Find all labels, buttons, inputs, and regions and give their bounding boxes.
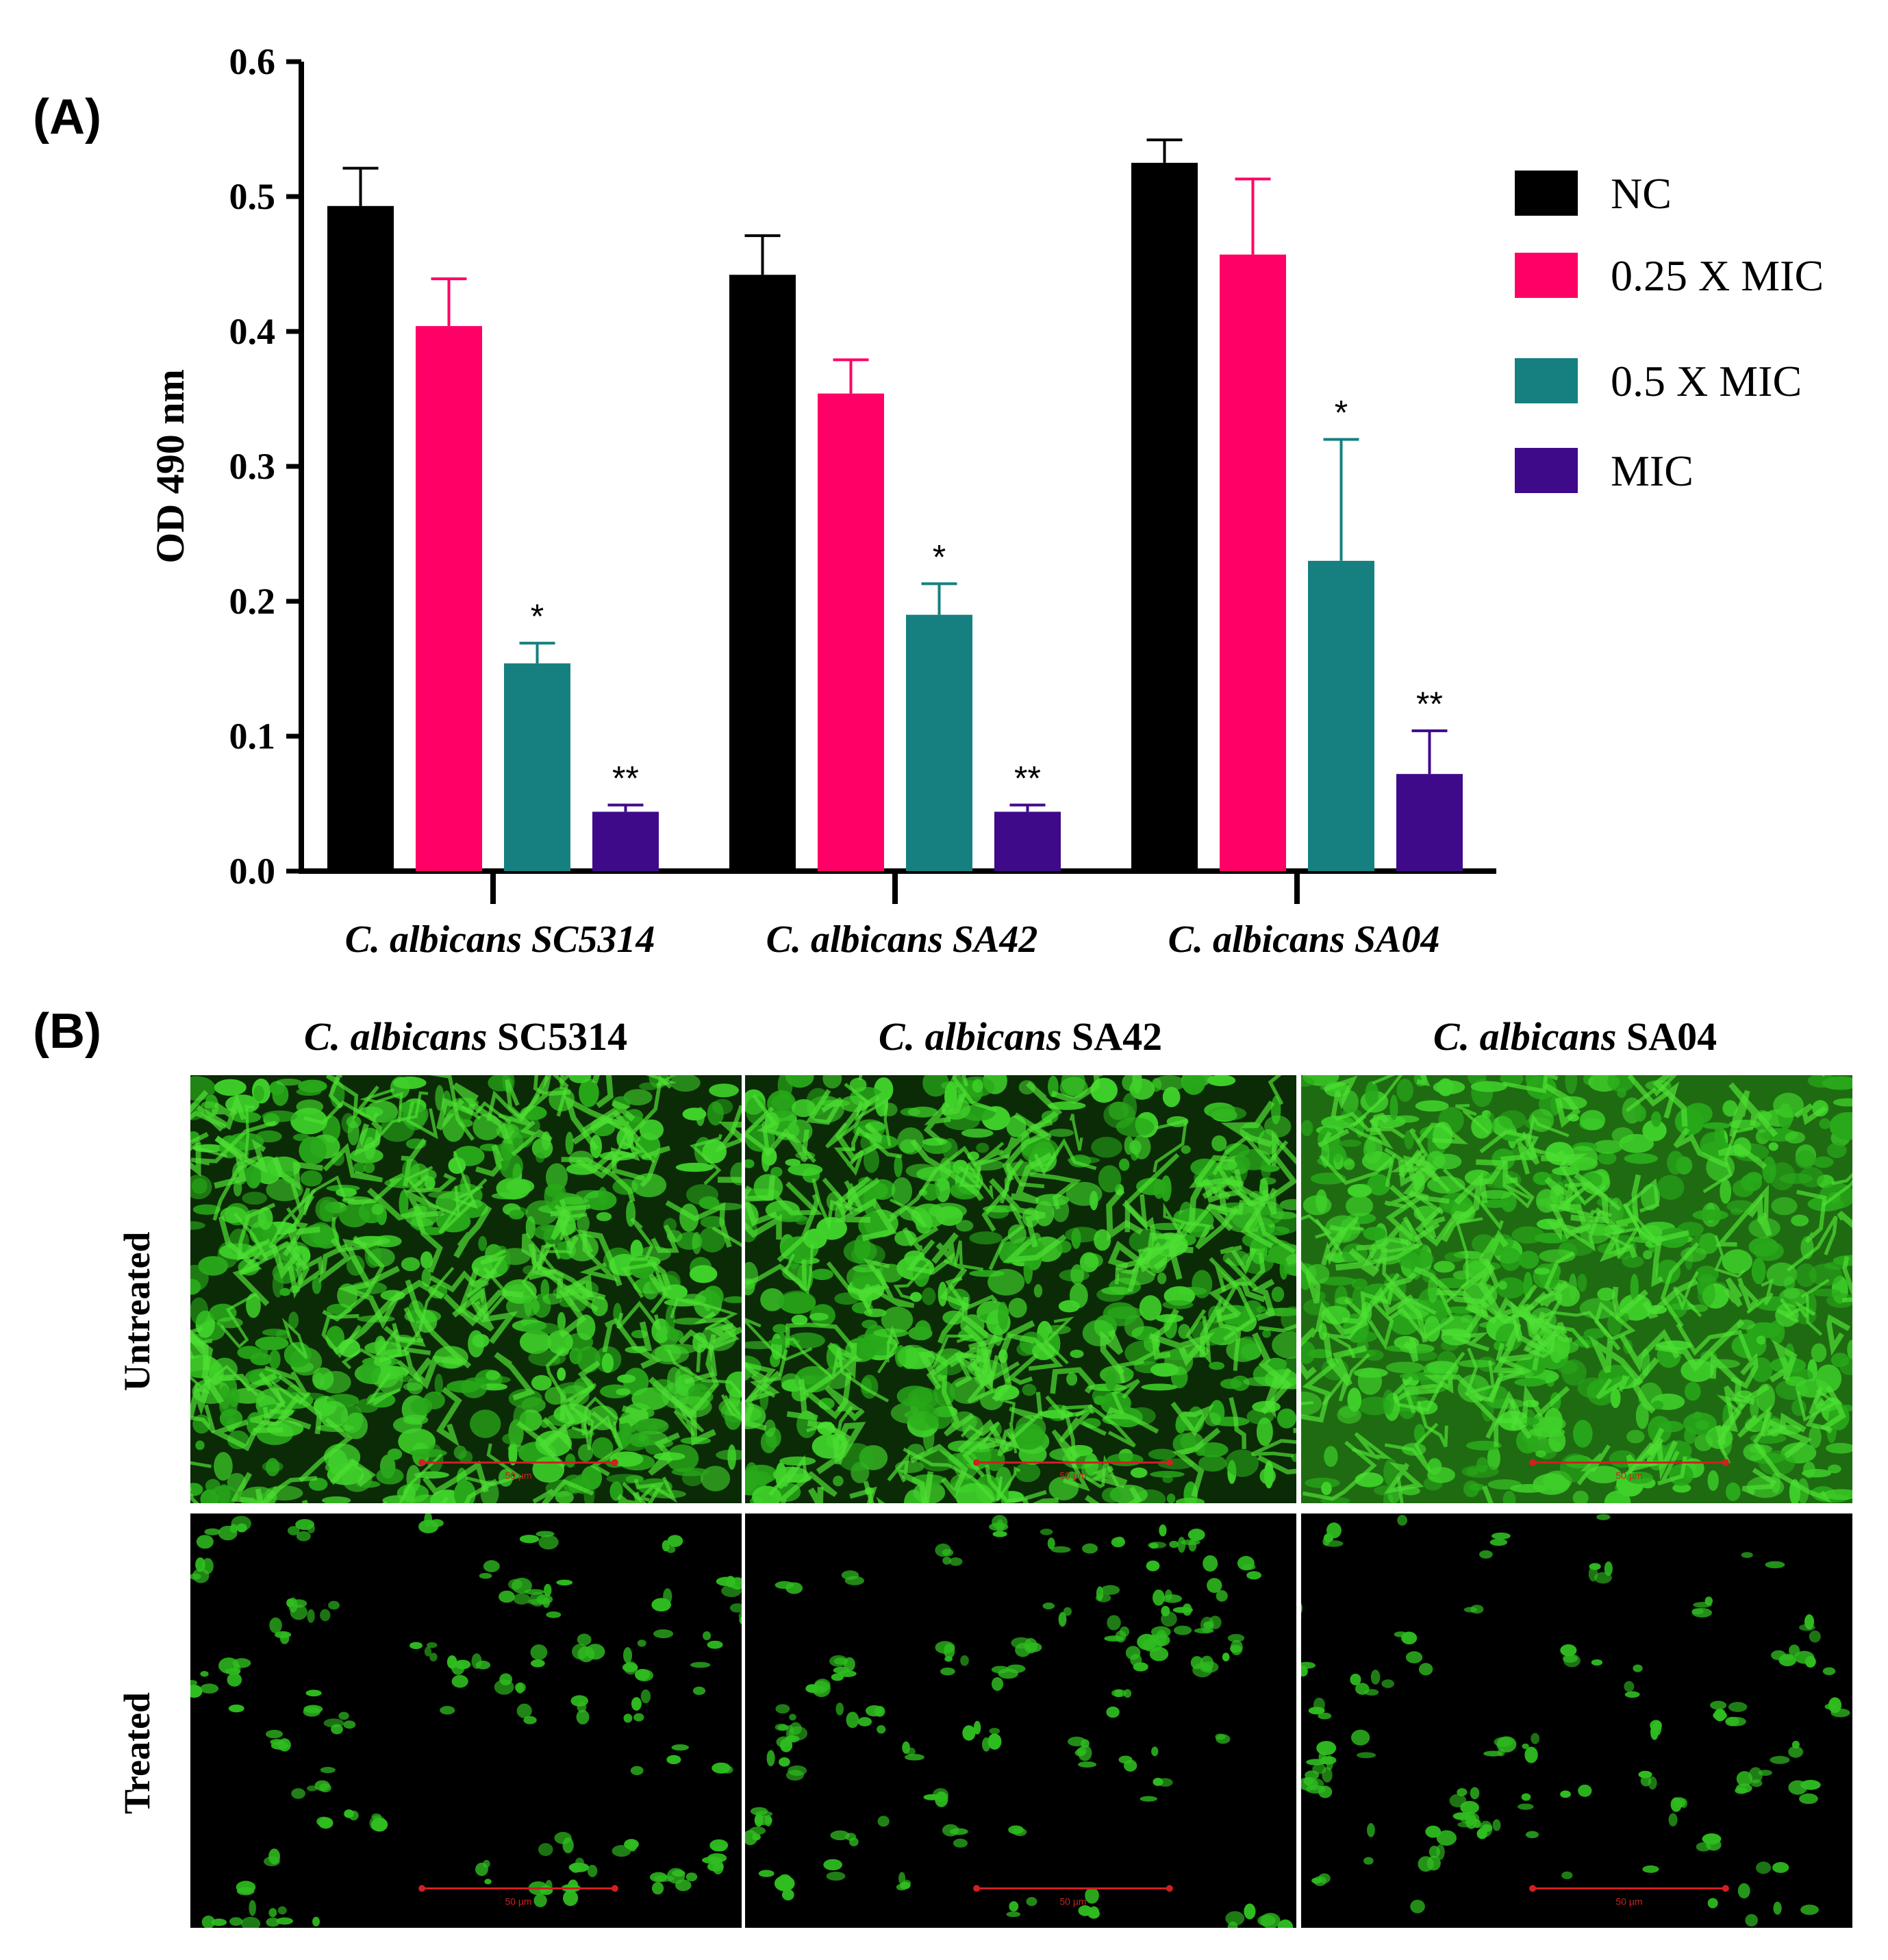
micrograph-texture: 50 µm: [190, 1075, 742, 1503]
legend-label-1: 0.25 X MIC: [1611, 251, 1824, 300]
y-axis-label: OD 490 nm: [148, 369, 192, 564]
significance-marker: **: [1416, 685, 1443, 723]
bar-3-1: [994, 812, 1061, 871]
column-title-species: C. albicans: [878, 1014, 1062, 1059]
scale-bar-label: 50 µm: [505, 1470, 531, 1481]
micrograph-treated-sa42: 50 µm: [745, 1513, 1296, 1928]
bar-1-0: [416, 326, 482, 871]
y-tick-label: 0.5: [229, 176, 276, 217]
panel-a-label: (A): [33, 90, 101, 145]
legend-label-2: 0.5 X MIC: [1611, 357, 1802, 405]
micrograph-texture: 50 µm: [1301, 1075, 1852, 1503]
bar-0-2: [1131, 162, 1198, 871]
scale-bar-end: [1529, 1885, 1537, 1892]
legend-swatch-2: [1515, 358, 1578, 403]
legend-swatch-0: [1515, 171, 1578, 216]
micrograph-untreated-sa04: 50 µm: [1301, 1075, 1852, 1503]
bar-2-0: [504, 663, 570, 871]
row-label-untreated: Untreated: [116, 1231, 158, 1392]
significance-marker: *: [531, 597, 544, 636]
column-title-sa42: C. albicans SA42: [746, 1014, 1294, 1059]
scale-bar-end: [611, 1459, 618, 1466]
scale-bar-end: [1722, 1885, 1729, 1892]
scale-bar-end: [418, 1885, 426, 1892]
micrograph-untreated-sa42: 50 µm: [745, 1075, 1296, 1503]
y-tick-label: 0.6: [229, 41, 276, 82]
bar-2-2: [1308, 560, 1374, 871]
bar-1-2: [1220, 254, 1286, 872]
scale-bar-end: [973, 1885, 981, 1892]
micrograph-texture: 50 µm: [745, 1515, 1294, 1928]
bar-chart: 0.00.10.20.30.40.50.6OD 490 nm***C. albi…: [148, 41, 1824, 961]
micrograph-texture: 50 µm: [1301, 1513, 1850, 1927]
x-tick-label: C. albicans SC5314: [345, 918, 655, 961]
x-tick-label: C. albicans SA42: [766, 918, 1038, 961]
scale-bar-label: 50 µm: [1059, 1470, 1086, 1481]
bar-2-1: [906, 614, 972, 871]
row-label-treated: Treated: [116, 1692, 158, 1814]
bar-0-1: [729, 275, 796, 871]
scale-bar-label: 50 µm: [1615, 1896, 1642, 1907]
micrograph-untreated-sc5314: 50 µm: [190, 1075, 742, 1503]
micrograph-texture: 50 µm: [745, 1075, 1296, 1503]
y-tick-label: 0.1: [229, 716, 276, 757]
significance-marker: *: [933, 538, 946, 576]
significance-marker: **: [612, 759, 639, 797]
significance-marker: **: [1014, 759, 1041, 797]
y-tick-label: 0.4: [229, 311, 276, 352]
y-tick-label: 0.2: [229, 581, 276, 622]
panel-b-label: (B): [33, 1004, 101, 1059]
scale-bar-label: 50 µm: [505, 1896, 531, 1907]
scale-bar-label: 50 µm: [1059, 1896, 1086, 1907]
scale-bar-end: [418, 1459, 426, 1466]
scale-bar-end: [1166, 1885, 1173, 1892]
legend-swatch-3: [1515, 448, 1578, 493]
column-title-strain: SA42: [1071, 1014, 1163, 1059]
scale-bar-end: [1166, 1459, 1173, 1466]
bar-3-0: [592, 812, 659, 871]
scale-bar-end: [611, 1885, 618, 1892]
scale-bar-end: [1722, 1459, 1729, 1466]
column-title-strain: SA04: [1626, 1014, 1717, 1059]
bar-3-2: [1396, 774, 1463, 871]
legend-swatch-1: [1515, 253, 1578, 298]
y-tick-label: 0.3: [229, 446, 276, 487]
micrograph-treated-sc5314: 50 µm: [190, 1513, 742, 1928]
column-title-strain: SC5314: [496, 1014, 628, 1059]
column-title-sc5314: C. albicans SC5314: [192, 1014, 740, 1059]
y-tick-label: 0.0: [229, 851, 276, 892]
legend-label-0: NC: [1611, 169, 1672, 218]
micrograph-treated-sa04: 50 µm: [1301, 1513, 1852, 1928]
scale-bar-end: [1529, 1459, 1537, 1466]
significance-marker: *: [1335, 394, 1348, 432]
x-tick-label: C. albicans SA04: [1168, 918, 1440, 961]
scale-bar-label: 50 µm: [1615, 1470, 1642, 1481]
column-title-species: C. albicans: [1433, 1014, 1617, 1059]
scale-bar-end: [973, 1459, 981, 1466]
bar-1-1: [818, 393, 884, 871]
bar-0-0: [327, 205, 394, 871]
column-title-species: C. albicans: [303, 1014, 488, 1059]
micrograph-texture: 50 µm: [190, 1513, 742, 1928]
legend-label-3: MIC: [1611, 447, 1694, 495]
column-title-sa04: C. albicans SA04: [1301, 1014, 1849, 1059]
